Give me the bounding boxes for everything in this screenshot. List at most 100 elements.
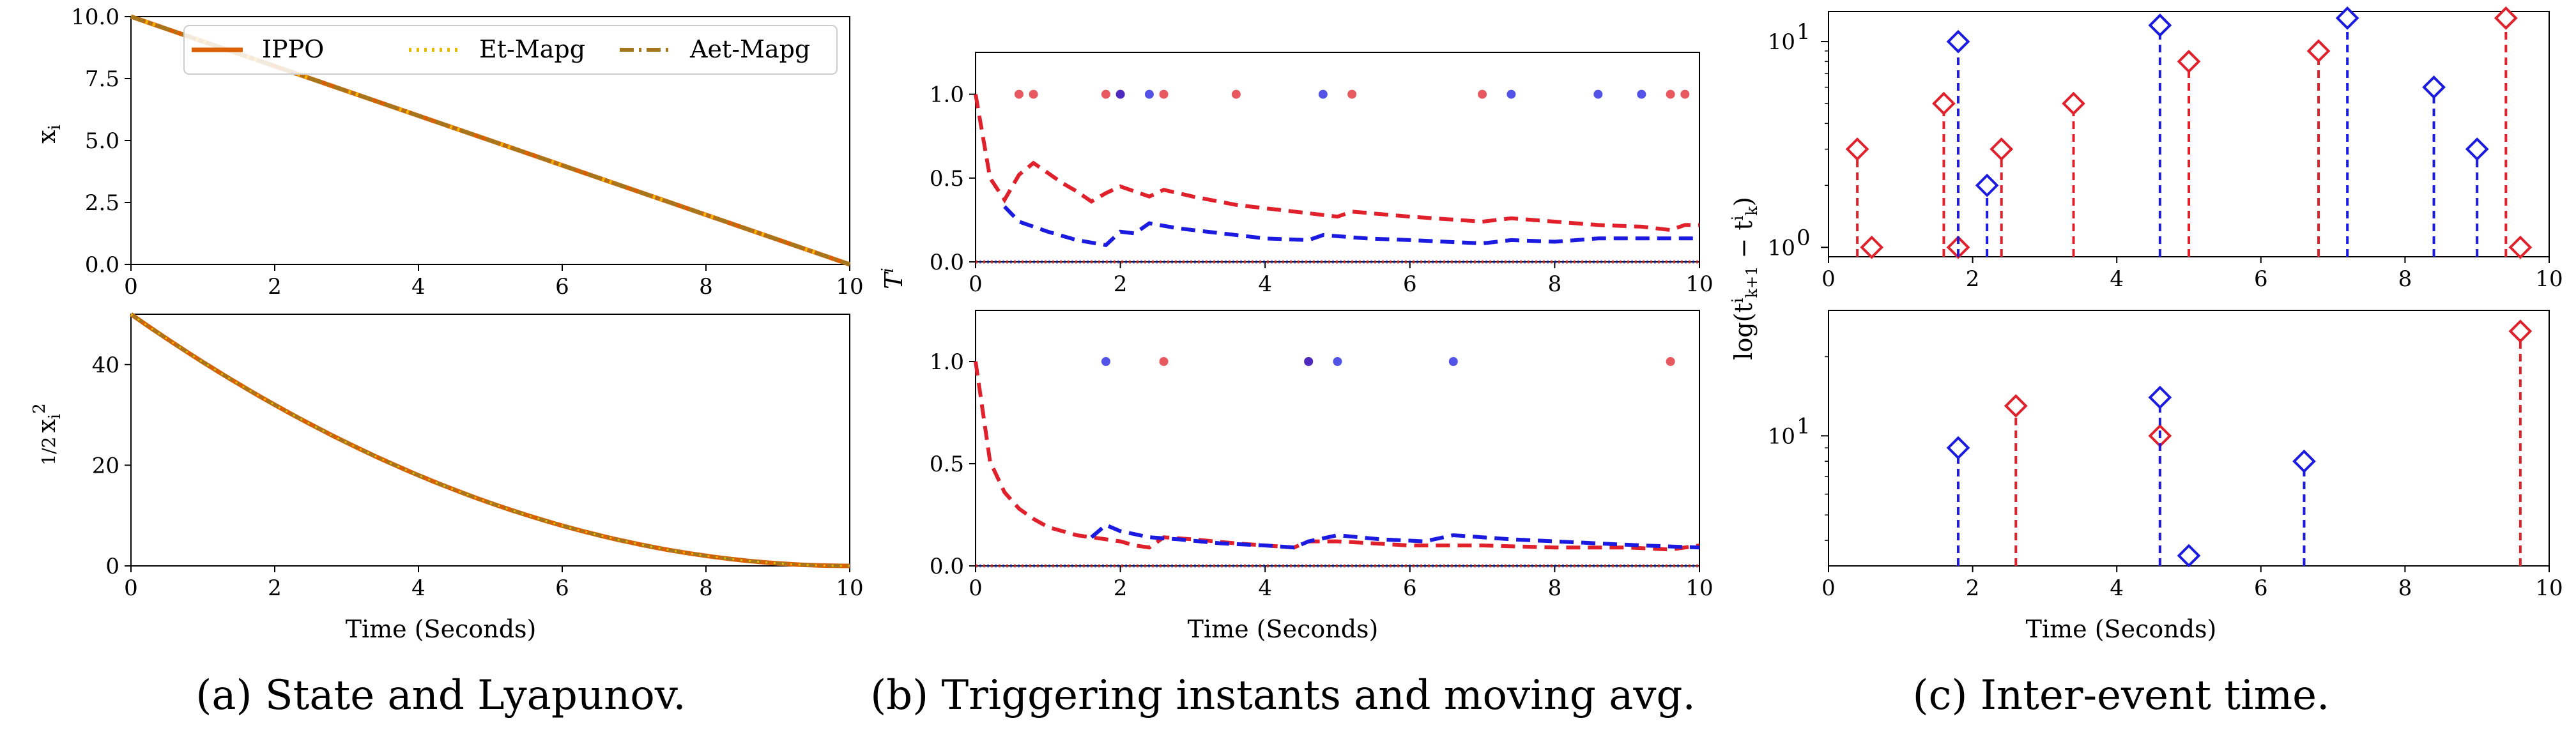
stem-marker-blue: [2148, 385, 2172, 409]
stem-marker-blue: [1946, 436, 1970, 460]
x-tick-label: 0: [969, 575, 983, 601]
moving-avg-blue: [1090, 522, 1700, 550]
time-label-a: Time (Seconds): [346, 615, 537, 643]
trigger-point-red: [1159, 89, 1169, 99]
plot-frame: [975, 310, 1700, 567]
x-tick-label: 4: [2110, 266, 2124, 292]
trigger-point-blue: [1448, 357, 1458, 366]
stem-marker-red: [1932, 91, 1956, 116]
plot-frame: [130, 314, 850, 567]
x-tick-label: 0: [1821, 266, 1836, 292]
trigger-point-blue: [1506, 89, 1516, 99]
trigger-point-red: [1478, 89, 1487, 99]
svg-text:1/2xi2: 1/2xi2: [30, 403, 65, 465]
trigger-point-blue: [1144, 89, 1154, 99]
y-tick-label: 7.5: [85, 66, 119, 92]
x-tick-label: 0: [1821, 575, 1836, 601]
x-tick-label: 6: [555, 575, 569, 601]
stem-marker-blue: [1946, 29, 1970, 54]
x-tick-label: 8: [1548, 271, 1562, 297]
x-tick-label: 0: [969, 271, 983, 297]
lyapunov-chart: 0 2 4 6 8 10 0 20 40: [92, 312, 864, 601]
x-tick-label: 6: [2254, 575, 2268, 601]
stem-marker-red: [1989, 137, 2014, 161]
trigger-point-blue: [1318, 89, 1328, 99]
x-tick-label: 2: [1966, 266, 1980, 292]
y-tick-label: 40: [92, 353, 119, 378]
time-label-c: Time (Seconds): [2026, 615, 2217, 643]
y-tick-label: 1.0: [930, 82, 964, 108]
x-tick-label: 4: [1258, 271, 1272, 297]
trigger-point-blue: [1101, 357, 1110, 366]
x-tick-label: 6: [1403, 271, 1417, 297]
svg-text:xi: xi: [33, 125, 65, 144]
x-tick-label: 10: [2535, 266, 2563, 292]
stem-marker-red: [1860, 235, 1884, 259]
y-tick-label: 0.5: [930, 452, 964, 477]
x-tick-label: 10: [2535, 575, 2563, 601]
x-tick-label: 2: [1114, 271, 1128, 297]
stem-marker-red: [1946, 235, 1970, 259]
stem-marker-red: [2508, 235, 2533, 259]
y-tick-label: 0.5: [930, 166, 964, 192]
trigger-point-red: [1680, 89, 1690, 99]
trigger-point-red: [1101, 89, 1110, 99]
trigger-point-blue: [1593, 89, 1603, 99]
x-tick-label: 4: [1258, 575, 1272, 601]
lyapunov-line-aet-mapg: [130, 312, 850, 568]
y-tick-label: 0.0: [930, 250, 964, 275]
x-tick-label: 0: [124, 575, 138, 601]
lyapunov-line-ippo: [130, 312, 850, 568]
trigger-chart-top: 0 2 4 6 8 10 0.0 0.5 1.0: [930, 52, 1713, 297]
y-tick-label: 1.0: [930, 349, 964, 375]
stem-marker-red: [2508, 319, 2533, 343]
moving-avg-red: [974, 361, 1700, 552]
x-tick-label: 2: [1114, 575, 1128, 601]
y-tick-exponent: 1: [1797, 413, 1811, 439]
stem-marker-blue: [1975, 173, 1999, 197]
trigger-point-red: [1029, 89, 1038, 99]
x-tick-label: 6: [1403, 575, 1417, 601]
legend-label: IPPO: [262, 35, 324, 63]
trigger-point-blue: [1333, 357, 1342, 366]
x-tick-label: 2: [268, 575, 282, 601]
y-tick-label: 10: [1768, 235, 1795, 261]
x-tick-label: 4: [411, 274, 425, 300]
stem-marker-blue: [2465, 137, 2489, 161]
x-tick-label: 10: [836, 575, 863, 601]
x-tick-label: 4: [411, 575, 425, 601]
svg-text:log(tik+1 − tik): log(tik+1 − tik): [1729, 197, 1761, 360]
stem-marker-red: [2062, 91, 2085, 116]
moving-avg-blue: [1003, 205, 1699, 248]
x-tick-label: 8: [699, 575, 713, 601]
legend-label: Et-Mapg: [479, 35, 585, 63]
svg-text:Ti: Ti: [878, 268, 908, 289]
inter-ylabel: log(tik+1 − tik): [1729, 197, 1761, 360]
trigger-point-blue: [1637, 89, 1646, 99]
trigger-point-blue: [1116, 89, 1125, 99]
y-tick-label: 0.0: [85, 252, 119, 278]
caption-b: (b) Triggering instants and moving avg.: [870, 672, 1696, 719]
trigger-point-red: [1159, 357, 1169, 366]
state-ylabel: xi: [33, 125, 65, 144]
stem-marker-red: [1845, 137, 1869, 161]
trigger-point-red: [1014, 89, 1023, 99]
x-tick-label: 2: [268, 274, 282, 300]
y-tick-label: 10: [1768, 29, 1795, 55]
x-tick-label: 8: [699, 274, 713, 300]
stem-marker-red: [2004, 394, 2028, 418]
x-tick-label: 8: [2398, 575, 2412, 601]
trigger-point-red: [1666, 89, 1675, 99]
moving-avg-red: [974, 94, 1699, 232]
legend: IPPO Et-Mapg Aet-Mapg: [183, 25, 838, 75]
x-tick-label: 8: [2398, 266, 2412, 292]
stem-marker-red: [2494, 6, 2518, 30]
stem-marker-blue: [2177, 544, 2201, 568]
plot-frame: [975, 52, 1700, 263]
plot-frame: [1828, 310, 2550, 567]
y-tick-label: 0.0: [930, 554, 964, 579]
caption-c: (c) Inter-event time.: [1913, 672, 2330, 719]
